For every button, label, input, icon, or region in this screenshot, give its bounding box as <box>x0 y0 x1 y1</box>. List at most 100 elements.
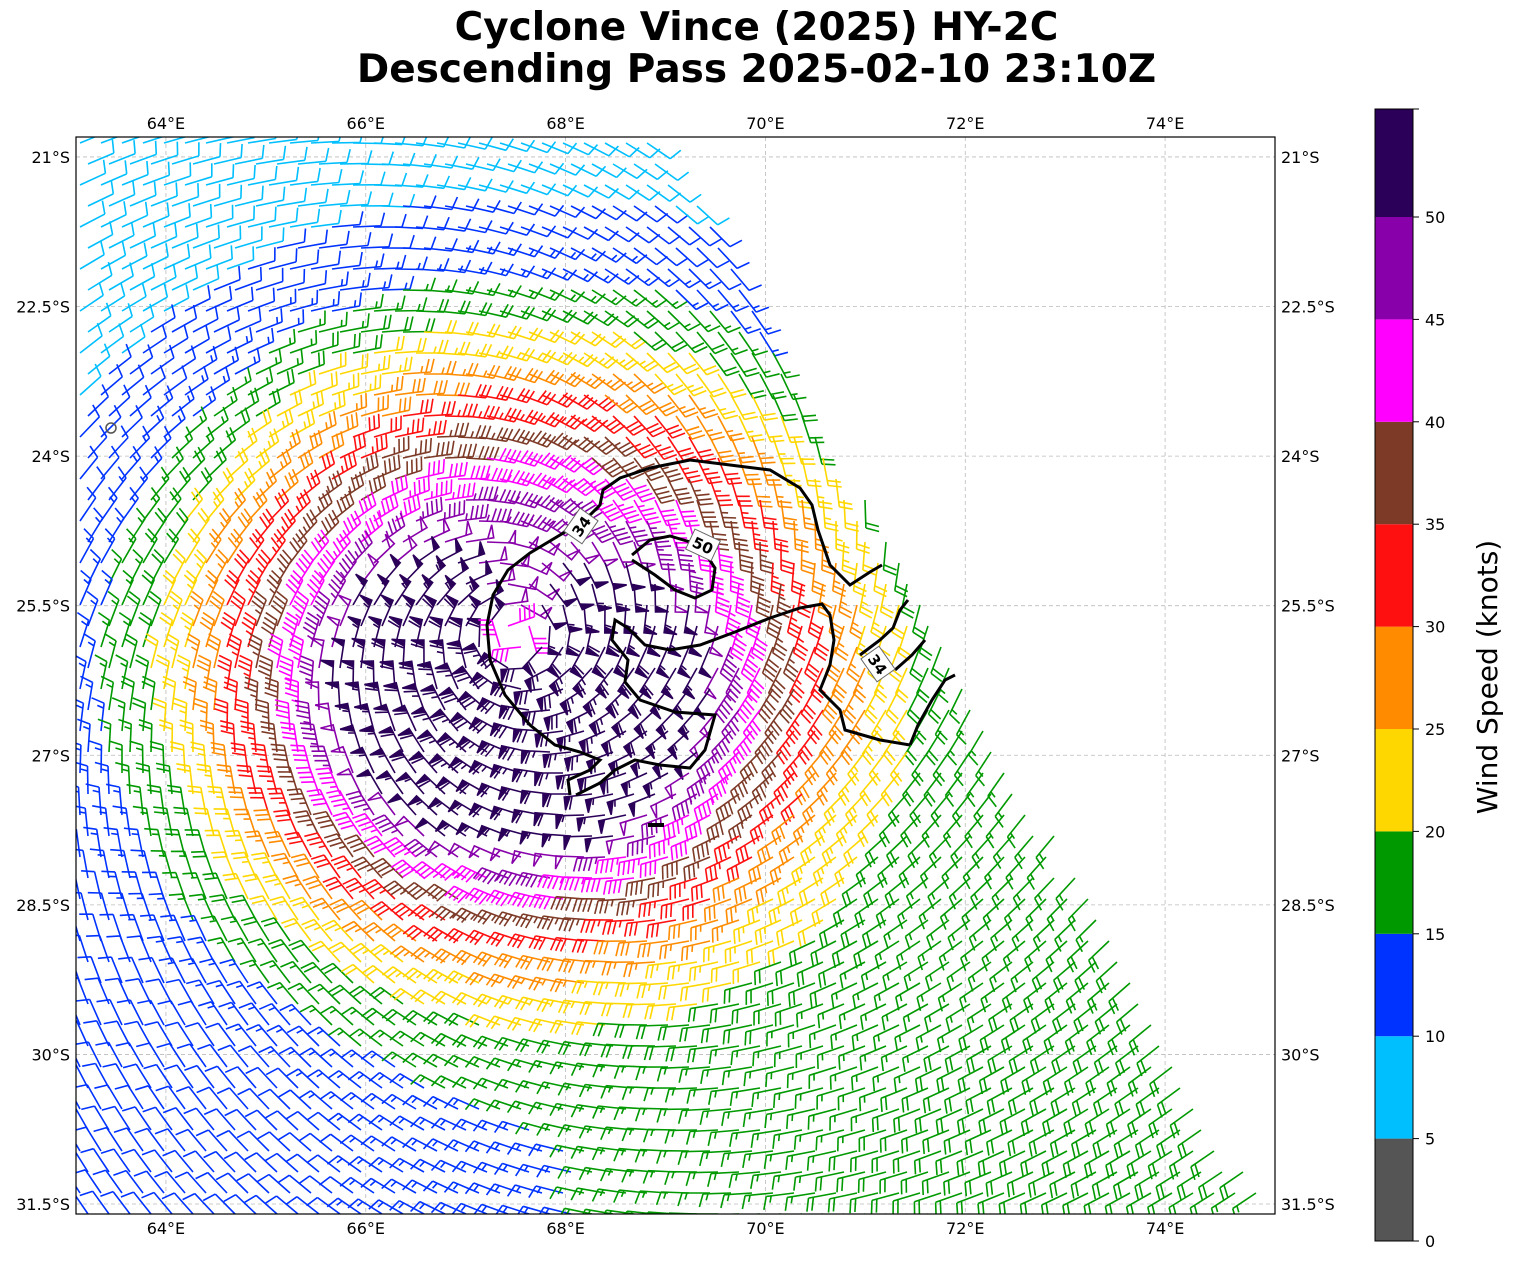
wind-barb <box>402 398 434 417</box>
wind-barb <box>381 435 410 459</box>
wind-barb <box>121 160 149 186</box>
wind-barb <box>688 268 722 290</box>
wind-barb <box>262 874 291 900</box>
wind-barb <box>434 819 467 837</box>
wind-barb <box>213 143 243 165</box>
wind-barb <box>511 849 543 865</box>
wind-barb <box>536 1122 572 1136</box>
wind-barb <box>190 741 207 774</box>
wind-barb <box>616 898 648 917</box>
wind-barb <box>571 1021 606 1036</box>
wind-barb <box>1083 1150 1110 1179</box>
wind-barb <box>268 166 300 186</box>
wind-barb <box>76 1041 102 1068</box>
wind-barb <box>184 365 209 396</box>
wind-barb <box>276 349 304 375</box>
wind-barb <box>390 902 425 921</box>
wind-barb <box>284 677 299 711</box>
wind-barb <box>834 856 858 888</box>
wind-barb <box>901 1129 929 1154</box>
wind-barb <box>213 808 236 837</box>
wind-barb <box>129 384 152 417</box>
wind-barb <box>729 1087 761 1107</box>
wind-barb <box>708 772 732 804</box>
wind-barb <box>687 1045 719 1063</box>
wind-barb <box>451 665 480 690</box>
wind-barb <box>104 633 117 669</box>
wind-barb <box>796 583 812 619</box>
lat-tick-label-left: 28.5°S <box>16 896 70 915</box>
wind-barb <box>100 241 127 270</box>
wind-barb <box>260 611 278 648</box>
wind-barb <box>675 247 709 268</box>
wind-barb <box>129 466 149 501</box>
wind-barb <box>947 919 971 951</box>
wind-barb <box>515 954 551 971</box>
wind-barb <box>478 427 514 443</box>
wind-barb <box>332 811 362 837</box>
wind-barb <box>289 330 318 354</box>
wind-barb <box>855 625 870 662</box>
wind-barb <box>457 383 492 399</box>
wind-barb <box>831 667 848 704</box>
wind-barb <box>389 1199 425 1214</box>
wind-barb <box>1147 1192 1173 1214</box>
wind-barb <box>793 478 813 509</box>
wind-barb <box>646 352 680 374</box>
wind-barb <box>686 772 711 803</box>
wind-barb <box>816 1087 845 1110</box>
wind-barb <box>76 699 85 732</box>
wind-barb <box>1095 961 1118 994</box>
wind-barb <box>286 788 312 816</box>
wind-barb <box>226 487 247 522</box>
wind-barb <box>339 232 372 249</box>
wind-barb <box>394 377 426 396</box>
wind-barb <box>558 958 593 973</box>
wind-barb <box>94 761 110 795</box>
colorbar-bin <box>1375 1138 1413 1241</box>
wind-barb <box>402 967 438 984</box>
wind-barb <box>153 806 173 837</box>
wind-barb <box>223 1151 257 1173</box>
wind-barb <box>646 142 682 160</box>
wind-barb <box>331 211 364 228</box>
wind-barb <box>245 1066 278 1089</box>
wind-barb <box>604 436 638 457</box>
wind-barb <box>637 940 669 959</box>
wind-barb <box>893 1066 921 1092</box>
wind-barb <box>528 452 565 470</box>
wind-barb <box>885 688 900 724</box>
wind-barb <box>164 1021 194 1047</box>
wind-barb <box>268 938 299 963</box>
wind-barb <box>998 1192 1026 1214</box>
wind-barb <box>570 457 605 476</box>
wind-barb <box>373 533 396 564</box>
wind-barb <box>274 699 291 732</box>
wind-barb <box>457 137 493 150</box>
wind-barb <box>1032 919 1055 952</box>
wind-barb <box>465 524 495 543</box>
wind-barb <box>709 394 739 420</box>
wind-barb <box>308 940 341 963</box>
wind-barb <box>205 137 234 144</box>
wind-barb <box>801 457 822 488</box>
wind-barb <box>331 490 355 522</box>
wind-barb <box>800 835 824 867</box>
wind-barb <box>138 956 165 984</box>
wind-barb <box>536 1039 572 1054</box>
wind-barb <box>528 1018 564 1033</box>
wind-barb <box>541 268 578 281</box>
wind-barb <box>780 793 803 826</box>
wind-barb <box>644 1003 677 1020</box>
wind-barb <box>764 1108 795 1129</box>
wind-barb <box>857 1171 887 1194</box>
wind-barb <box>103 1020 131 1047</box>
wind-barb <box>389 1157 425 1173</box>
wind-barb <box>683 604 698 636</box>
wind-barb <box>76 876 81 900</box>
wind-barb <box>123 827 144 858</box>
wind-barb <box>1028 1129 1055 1157</box>
wind-barb <box>711 919 740 943</box>
wind-barb <box>578 1166 614 1181</box>
wind-barb <box>707 1129 740 1146</box>
